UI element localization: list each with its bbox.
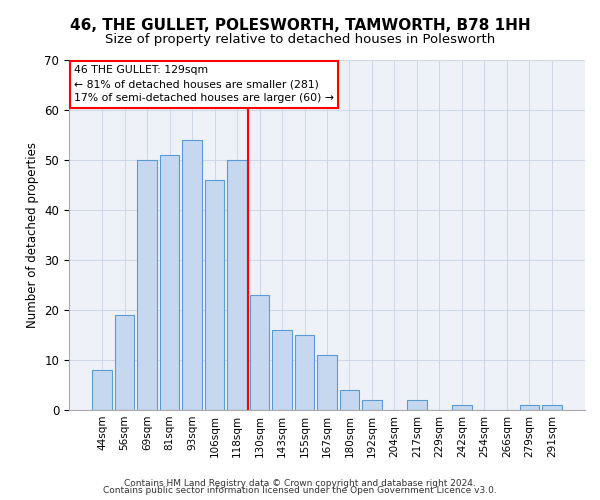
Bar [407,400,427,410]
Bar [272,330,292,410]
Bar [340,390,359,410]
Bar [205,180,224,410]
Text: Contains public sector information licensed under the Open Government Licence v3: Contains public sector information licen… [103,486,497,495]
Bar [182,140,202,410]
Bar [137,160,157,410]
Bar [295,335,314,410]
Text: 46, THE GULLET, POLESWORTH, TAMWORTH, B78 1HH: 46, THE GULLET, POLESWORTH, TAMWORTH, B7… [70,18,530,32]
Text: 46 THE GULLET: 129sqm
← 81% of detached houses are smaller (281)
17% of semi-det: 46 THE GULLET: 129sqm ← 81% of detached … [74,66,334,104]
Bar [362,400,382,410]
Bar [227,160,247,410]
Bar [542,405,562,410]
Text: Size of property relative to detached houses in Polesworth: Size of property relative to detached ho… [105,32,495,46]
Text: Contains HM Land Registry data © Crown copyright and database right 2024.: Contains HM Land Registry data © Crown c… [124,478,476,488]
Bar [520,405,539,410]
Y-axis label: Number of detached properties: Number of detached properties [26,142,39,328]
Bar [115,315,134,410]
Bar [452,405,472,410]
Bar [250,295,269,410]
Bar [160,155,179,410]
Bar [92,370,112,410]
Bar [317,355,337,410]
